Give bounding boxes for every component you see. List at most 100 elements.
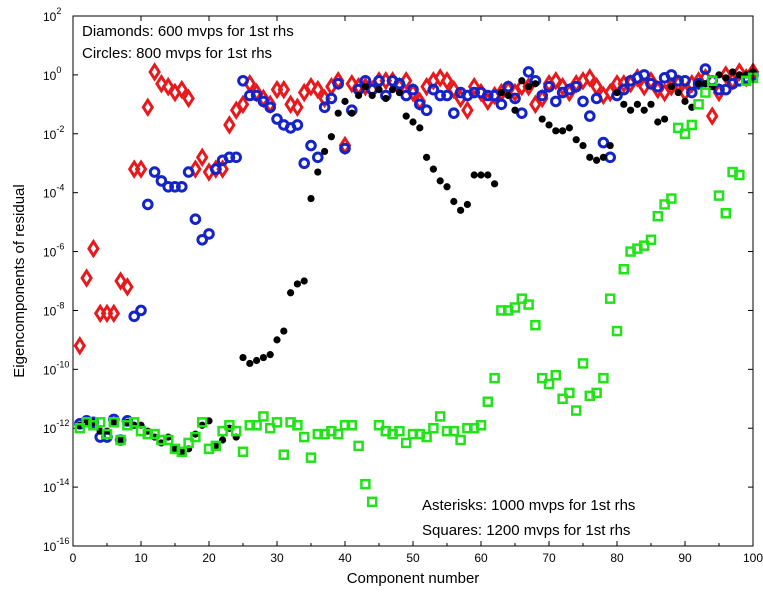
square-marker: [686, 119, 698, 131]
circle-marker: [237, 74, 249, 87]
asterisk-marker: [640, 106, 648, 114]
circle-marker: [230, 151, 242, 164]
circle-marker: [135, 304, 147, 317]
circle-marker: [502, 80, 515, 93]
circle-marker: [400, 89, 413, 102]
asterisk-marker: [599, 153, 608, 161]
asterisk-marker: [593, 156, 601, 164]
square-marker: [271, 417, 283, 428]
square-marker: [115, 434, 126, 446]
x-tick-label: 20: [202, 551, 216, 565]
diamond-marker: [223, 115, 236, 135]
square-marker: [258, 411, 269, 422]
circle-marker: [257, 95, 270, 108]
square-marker: [373, 420, 385, 431]
diamond-marker: [461, 100, 474, 120]
diamond-marker: [175, 79, 189, 100]
diamond-marker: [603, 82, 617, 103]
data-markers: [73, 62, 760, 508]
asterisk-marker: [280, 327, 288, 335]
square-marker: [210, 440, 222, 452]
asterisk-marker: [525, 83, 533, 91]
circle-marker: [271, 113, 283, 125]
x-tick-label: 60: [474, 551, 488, 565]
series-squares: [74, 72, 759, 508]
circle-marker: [169, 180, 181, 193]
y-tick-label: 10-2: [43, 124, 64, 142]
square-marker: [530, 319, 541, 331]
y-tick-label: 10-10: [43, 359, 69, 377]
asterisk-marker: [559, 127, 567, 135]
circle-marker: [128, 310, 140, 323]
circle-marker: [427, 83, 440, 96]
asterisk-marker: [416, 124, 424, 132]
y-tick-label: 10-8: [43, 300, 64, 318]
asterisk-marker: [647, 100, 655, 108]
diamond-marker: [141, 97, 155, 118]
diamond-marker: [719, 65, 733, 85]
circle-marker: [577, 95, 589, 108]
square-marker: [645, 234, 657, 246]
square-marker: [489, 372, 500, 384]
square-marker: [108, 417, 120, 428]
asterisk-marker: [389, 86, 397, 94]
square-marker: [94, 417, 106, 428]
circle-marker: [550, 95, 562, 108]
asterisk-marker: [402, 112, 410, 120]
asterisk-marker: [429, 165, 437, 173]
square-marker: [550, 369, 562, 381]
circle-marker: [468, 86, 481, 99]
square-marker: [230, 425, 242, 437]
asterisk-marker: [497, 88, 505, 97]
asterisk-marker: [287, 289, 295, 297]
asterisk-marker: [627, 106, 635, 114]
square-marker: [618, 263, 630, 275]
circle-marker: [407, 83, 419, 96]
x-tick-label: 10: [134, 551, 148, 565]
square-marker: [448, 425, 460, 437]
y-tick-label: 100: [43, 65, 61, 83]
asterisk-marker: [484, 171, 492, 179]
y-tick-label: 10-12: [43, 418, 69, 436]
asterisk-marker: [423, 153, 431, 161]
circle-marker: [332, 77, 345, 90]
diamond-marker: [87, 238, 100, 259]
asterisk-marker: [334, 109, 342, 117]
asterisk-marker: [450, 197, 458, 206]
asterisk-marker: [565, 124, 574, 132]
x-tick-label: 40: [338, 551, 352, 565]
circle-marker: [665, 69, 678, 81]
asterisk-marker: [321, 147, 329, 156]
square-marker: [557, 393, 568, 405]
circle-marker: [182, 166, 195, 178]
square-marker: [672, 122, 684, 134]
asterisk-marker: [695, 80, 703, 88]
diamond-marker: [182, 88, 195, 109]
circle-marker: [699, 63, 712, 75]
square-marker: [360, 478, 371, 490]
square-marker: [570, 405, 582, 416]
legend-note-diamonds: Diamonds: 600 mvps for 1st rhs: [82, 23, 294, 40]
asterisk-marker: [654, 118, 662, 126]
circle-marker: [298, 157, 311, 170]
square-marker: [564, 387, 575, 399]
asterisk-marker: [266, 351, 274, 359]
circle-marker: [434, 89, 447, 102]
asterisk-marker: [531, 80, 540, 88]
circle-marker: [618, 83, 630, 96]
circle-marker: [291, 119, 304, 131]
square-marker: [217, 425, 228, 437]
square-marker: [292, 420, 303, 431]
asterisk-marker: [729, 68, 737, 76]
square-marker: [400, 437, 412, 449]
asterisk-marker: [246, 359, 254, 368]
circle-marker: [318, 101, 331, 114]
square-marker: [482, 396, 494, 407]
asterisk-marker: [572, 136, 580, 144]
asterisk-marker: [470, 171, 478, 179]
circle-marker: [720, 83, 732, 96]
asterisk-marker: [457, 206, 465, 214]
diamond-marker: [107, 303, 121, 324]
diamond-marker: [195, 147, 209, 168]
diamond-marker: [345, 73, 359, 94]
